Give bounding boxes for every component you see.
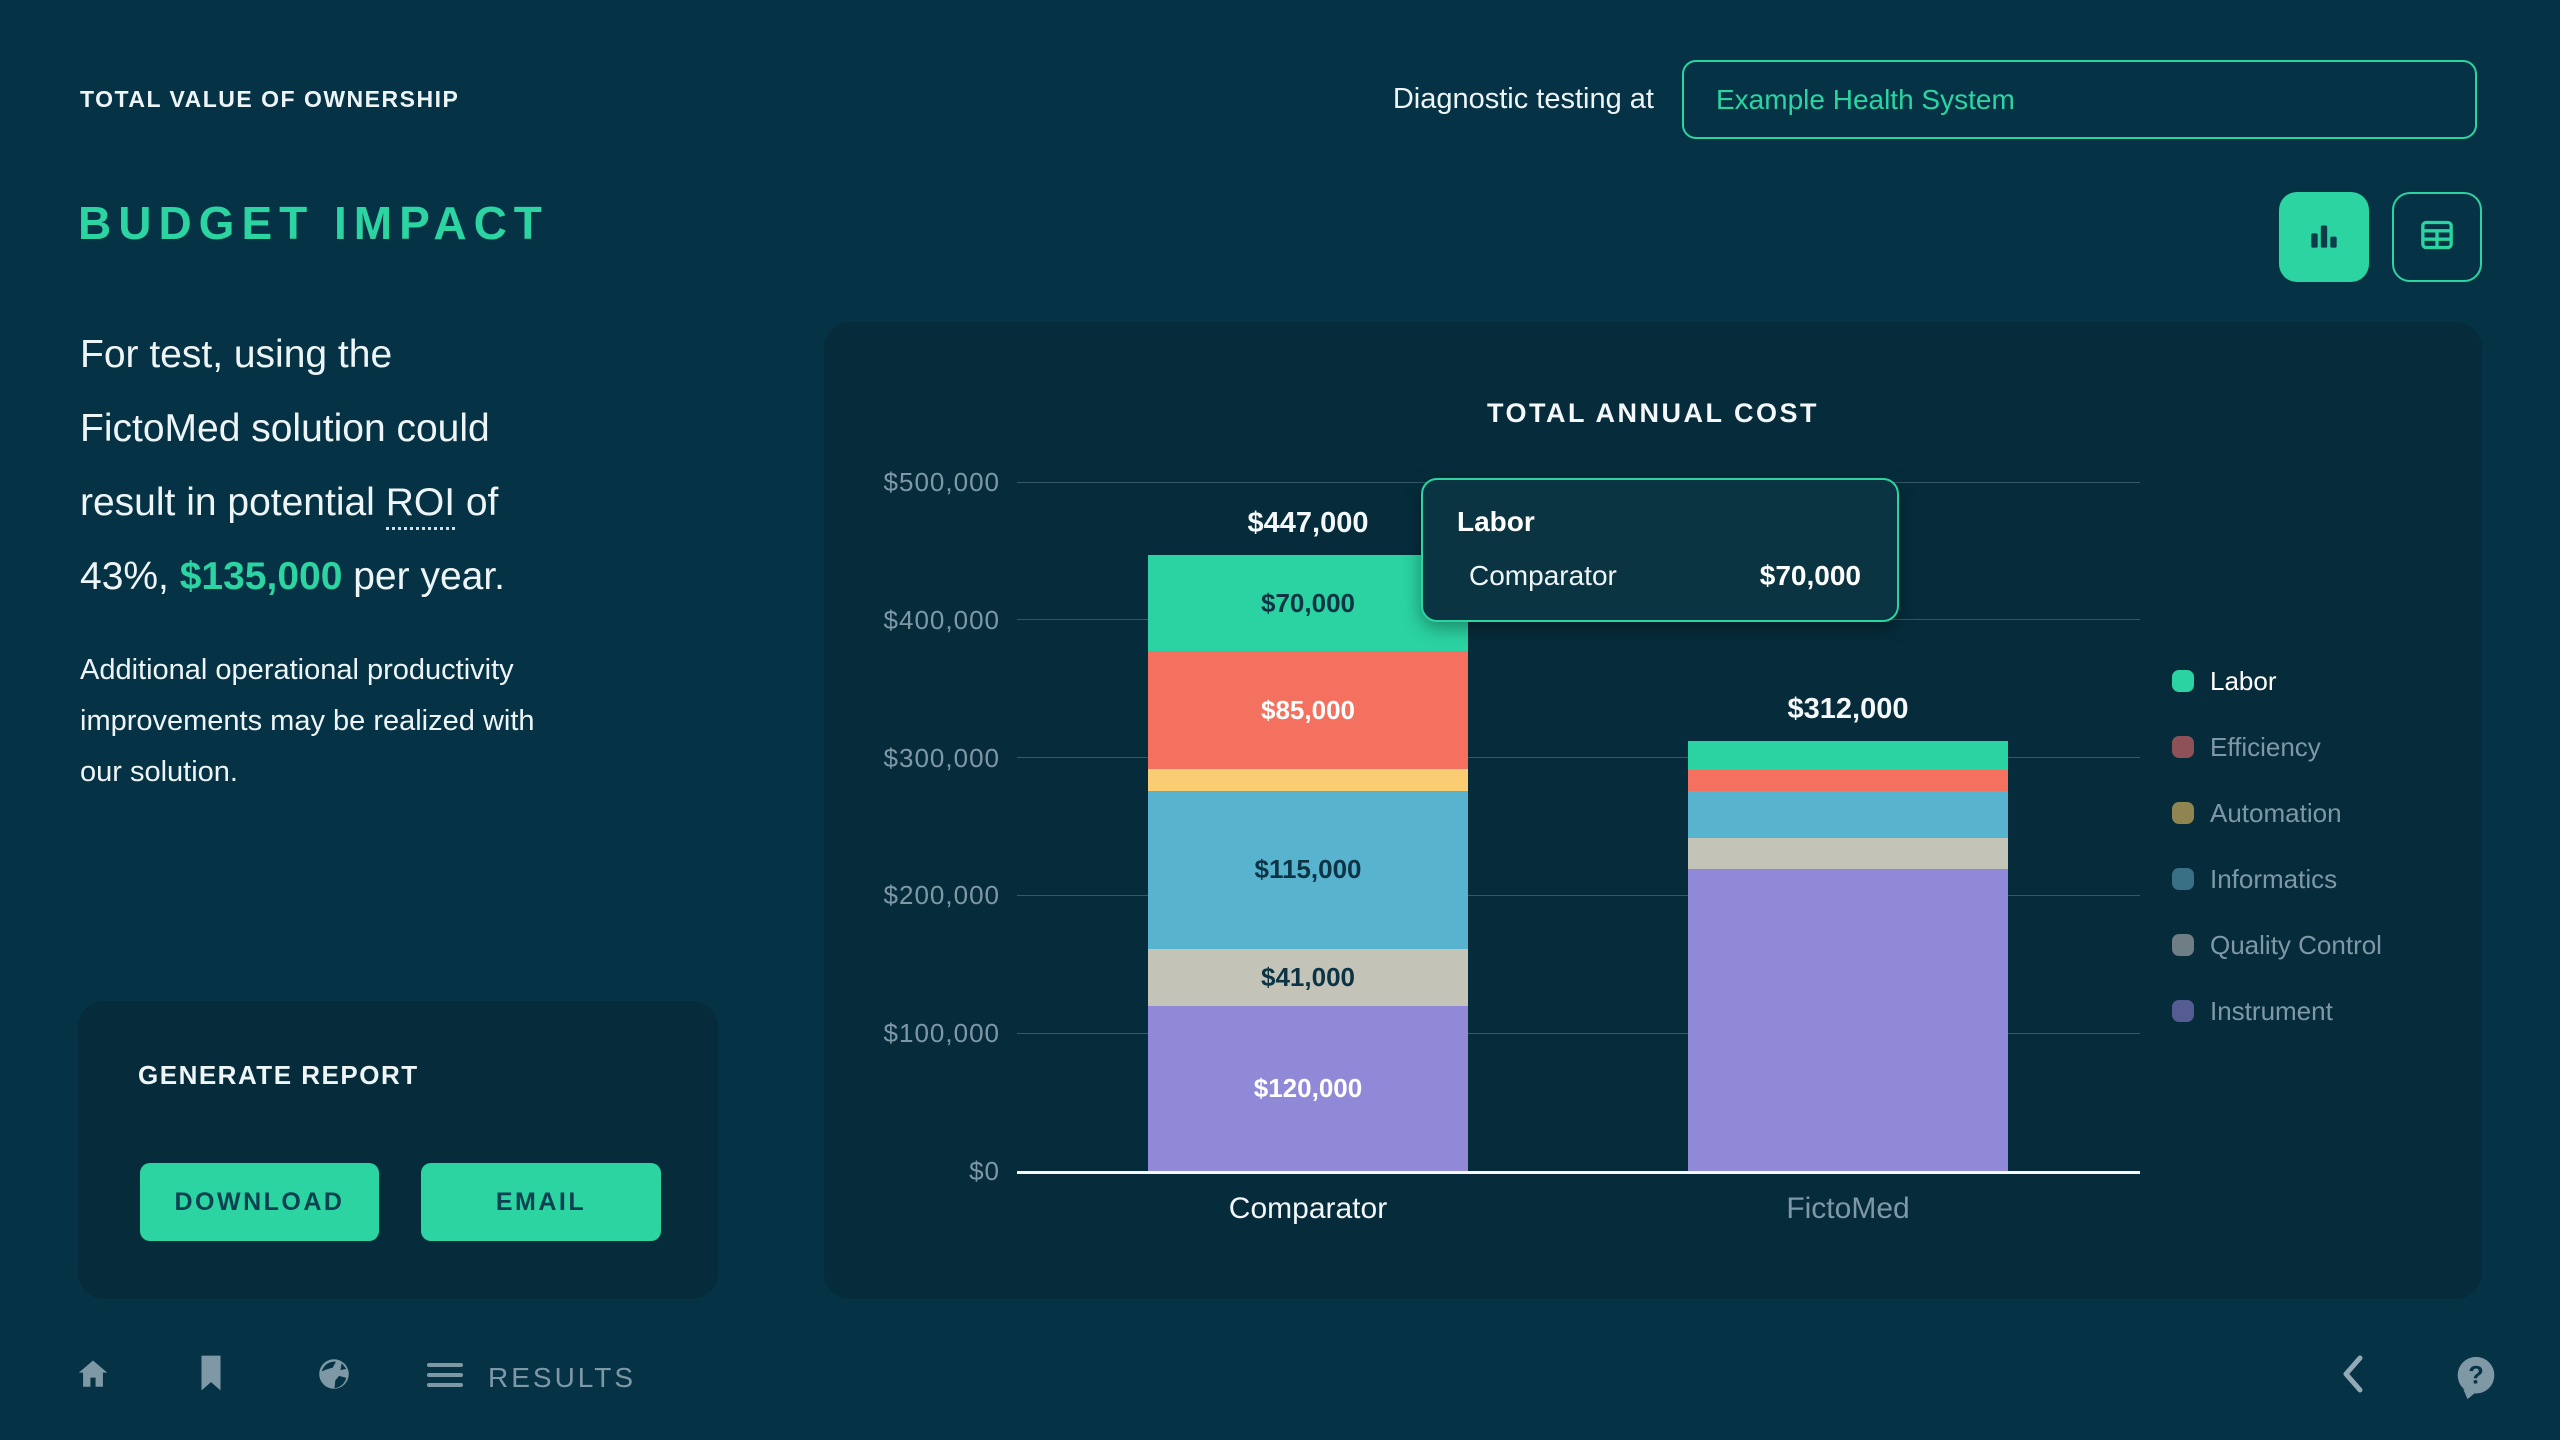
generate-report-card (78, 1001, 718, 1299)
generate-report-heading: GENERATE REPORT (138, 1060, 419, 1090)
results-nav-label[interactable]: RESULTS (488, 1362, 637, 1393)
savings-amount: $135,000 (179, 555, 343, 598)
legend-swatch (2172, 670, 2194, 692)
y-axis-tick-label: $500,000 (883, 467, 1000, 497)
legend-label: Quality Control (2210, 929, 2382, 960)
email-button[interactable]: EMAIL (421, 1163, 661, 1241)
summary-line-2: FictoMed solution could (80, 407, 490, 450)
bar-total-label: $312,000 (1787, 693, 1909, 726)
report-buttons: DOWNLOAD EMAIL (140, 1163, 661, 1241)
chart-card: TOTAL ANNUAL COST $0 $100,000 $200,000 $300… (824, 322, 2482, 1299)
tooltip-series-name: Labor (1457, 506, 1535, 537)
legend-swatch (2172, 934, 2194, 956)
legend-item-efficiency[interactable]: Efficiency (2172, 714, 2382, 780)
legend-label: Labor (2210, 665, 2277, 696)
x-axis-line (1017, 1171, 2140, 1174)
app-eyebrow-title: TOTAL VALUE OF OWNERSHIP (80, 86, 460, 112)
svg-text:?: ? (2468, 1362, 2484, 1390)
bar-segment-fictomed-instrument[interactable] (1688, 869, 2008, 1171)
legend-label: Instrument (2210, 995, 2333, 1026)
legend-item-instrument[interactable]: Instrument (2172, 978, 2382, 1044)
summary-line-3b: of (455, 481, 499, 524)
legend-label: Automation (2210, 797, 2342, 828)
bar-segment-comparator-informatics[interactable]: $115,000 (1148, 790, 1468, 950)
table-icon (2417, 215, 2457, 260)
gridline (1017, 894, 2140, 896)
legend-swatch (2172, 868, 2194, 890)
bookmark-icon[interactable] (198, 1354, 224, 1397)
page-title: BUDGET IMPACT (78, 197, 549, 249)
view-toggle (2279, 192, 2482, 282)
bar-segment-fictomed-labor[interactable] (1688, 741, 2008, 770)
segment-value-label: $70,000 (1261, 587, 1355, 618)
bar-segment-comparator-labor[interactable]: $70,000 (1148, 555, 1468, 652)
summary-line-3: result in potential (80, 481, 386, 524)
bar-chart-icon (2305, 216, 2343, 259)
y-axis-tick-label: $300,000 (883, 742, 1000, 773)
download-button[interactable]: DOWNLOAD (140, 1163, 379, 1241)
org-context-label: Diagnostic testing at (1392, 83, 1654, 115)
summary-line-4b: per year. (342, 555, 505, 598)
legend-item-labor[interactable]: Labor (2172, 648, 2382, 714)
legend-swatch (2172, 802, 2194, 824)
chart-tooltip: Labor Comparator $70,000 (1421, 478, 1899, 622)
plot-area: $0 $100,000 $200,000 $300,000 $400,000 $500,0… (824, 322, 2482, 1299)
chart-legend: Labor Efficiency Automation Informatics Qual… (2172, 648, 2382, 1044)
segment-value-label: $41,000 (1261, 961, 1355, 992)
bar-segment-fictomed-informatics[interactable] (1688, 790, 2008, 838)
bar-segment-comparator-efficiency[interactable]: $85,000 (1148, 651, 1468, 769)
bar-total-label: $447,000 (1247, 507, 1369, 540)
menu-icon[interactable] (427, 1362, 463, 1393)
home-icon[interactable] (76, 1356, 110, 1397)
legend-swatch (2172, 736, 2194, 758)
bar-segment-comparator-instrument[interactable]: $120,000 (1148, 1005, 1468, 1171)
chart-view-button[interactable] (2279, 192, 2369, 282)
bar-segment-fictomed-quality-control[interactable] (1688, 837, 2008, 870)
x-axis-category-label: FictoMed (1786, 1192, 1910, 1225)
bar-segment-fictomed-efficiency[interactable] (1688, 770, 2008, 791)
segment-value-label: $85,000 (1261, 694, 1355, 725)
tooltip-category: Comparator (1469, 560, 1617, 591)
summary-line-4: 43%, (80, 555, 180, 598)
y-axis-tick-label: $100,000 (883, 1018, 1000, 1049)
legend-item-quality-control[interactable]: Quality Control (2172, 912, 2382, 978)
bar-segment-comparator-quality-control[interactable]: $41,000 (1148, 949, 1468, 1006)
legend-label: Informatics (2210, 863, 2338, 894)
y-axis-tick-label: $400,000 (883, 604, 1000, 635)
summary-statement: For test, using the FictoMed solution co… (80, 318, 780, 614)
y-axis-tick-label: $0 (969, 1156, 1000, 1186)
table-view-button[interactable] (2392, 192, 2482, 282)
secondary-statement: Additional operational productivity impr… (80, 654, 535, 788)
legend-item-informatics[interactable]: Informatics (2172, 846, 2382, 912)
help-icon[interactable]: ? (2452, 1354, 2500, 1407)
roi-term[interactable]: ROI (385, 481, 456, 530)
y-axis-tick-label: $200,000 (883, 880, 1000, 911)
legend-item-automation[interactable]: Automation (2172, 780, 2382, 846)
globe-icon[interactable] (316, 1356, 352, 1397)
bar-segment-comparator-automation[interactable] (1148, 768, 1468, 791)
summary-line-1: For test, using the (80, 333, 393, 376)
org-context: Diagnostic testing at (1393, 60, 2477, 139)
chart-title: TOTAL ANNUAL COST (1487, 398, 1819, 428)
org-name-input[interactable] (1682, 60, 2477, 139)
gridline (1017, 1032, 2140, 1034)
gridline (1017, 757, 2140, 759)
legend-label: Efficiency (2210, 731, 2321, 762)
segment-value-label: $120,000 (1253, 1072, 1363, 1103)
x-axis-category-label: Comparator (1228, 1192, 1388, 1225)
segment-value-label: $115,000 (1254, 854, 1362, 885)
legend-swatch (2172, 1000, 2194, 1022)
tooltip-value: $70,000 (1759, 560, 1861, 591)
back-chevron-icon[interactable] (2340, 1354, 2366, 1399)
